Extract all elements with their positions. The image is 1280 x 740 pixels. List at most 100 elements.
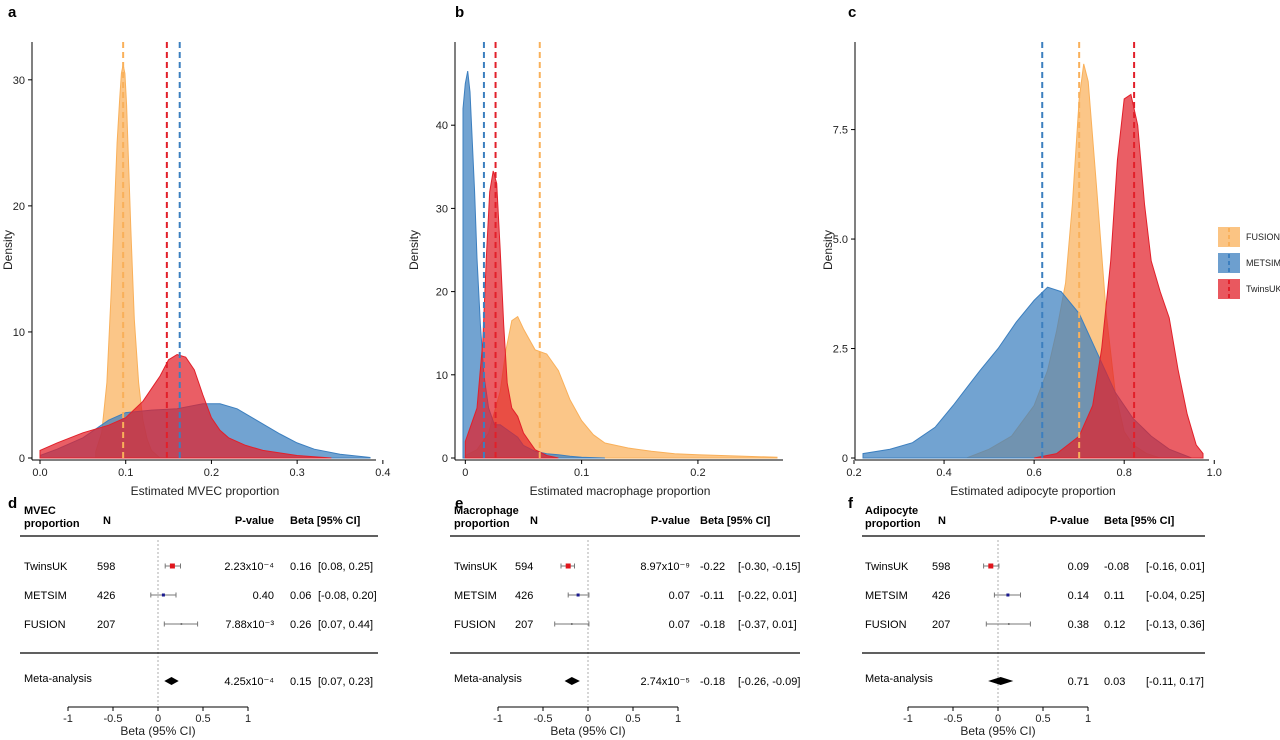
meta-pvalue: 2.74x10⁻⁵ (640, 676, 690, 688)
row-study: METSIM (454, 590, 497, 602)
row-study: FUSION (865, 619, 907, 631)
x-tick-label: 0.6 (1026, 467, 1041, 479)
header-col1-line: proportion (865, 518, 921, 530)
header-beta: Beta [95% CI] (1104, 515, 1175, 527)
x-tick-label: 0 (462, 467, 468, 479)
point-estimate (565, 563, 571, 569)
meta-ci: [-0.26, -0.09] (738, 676, 800, 688)
meta-pvalue: 0.71 (1068, 676, 1089, 688)
forest-x-tick-label: 0.5 (625, 713, 640, 725)
forest-x-tick-label: 0.5 (1035, 713, 1050, 725)
row-n: 207 (97, 619, 115, 631)
legend-label: FUSION (1246, 232, 1280, 242)
row-ci: [0.07, 0.44] (318, 619, 373, 631)
x-tick-label: 0.4 (936, 467, 951, 479)
legend-label: METSIM (1246, 258, 1280, 268)
row-n: 207 (515, 619, 533, 631)
meta-pvalue: 4.25x10⁻⁴ (224, 676, 274, 688)
forest-x-tick-label: -0.5 (534, 713, 553, 725)
header-n: N (103, 515, 111, 527)
y-tick-label: 0 (442, 453, 448, 465)
row-n: 426 (932, 590, 950, 602)
row-study: FUSION (24, 619, 66, 631)
point-estimate (576, 593, 580, 597)
x-tick-label: 0.0 (32, 467, 47, 479)
x-tick-label: 1.0 (1207, 467, 1222, 479)
x-axis-title: Estimated adipocyte proportion (950, 484, 1115, 498)
forest-x-tick-label: -1 (493, 713, 503, 725)
meta-beta: 0.15 (290, 676, 311, 688)
row-beta: -0.18 (700, 619, 725, 631)
forest-x-tick-label: -0.5 (104, 713, 123, 725)
row-ci: [-0.16, 0.01] (1146, 561, 1205, 573)
forest-x-title: Beta (95% CI) (550, 724, 625, 738)
y-tick-label: 30 (13, 75, 25, 87)
row-pvalue: 2.23x10⁻⁴ (224, 561, 274, 573)
y-tick-label: 10 (436, 370, 448, 382)
meta-ci: [-0.11, 0.17] (1146, 676, 1204, 688)
header-beta: Beta [95% CI] (290, 515, 361, 527)
row-n: 594 (515, 561, 533, 573)
header-col1-line: proportion (454, 518, 510, 530)
density-area-twinsuk (1034, 93, 1204, 459)
forest-x-tick-label: 0.5 (195, 713, 210, 725)
y-axis-title: Density (1, 230, 15, 270)
header-col1-line: Adipocyte (865, 505, 918, 517)
row-pvalue: 0.14 (1068, 590, 1089, 602)
y-tick-label: 20 (13, 201, 25, 213)
density-area-twinsuk (464, 170, 559, 459)
header-col1-line: MVEC (24, 505, 56, 517)
row-pvalue: 0.07 (669, 590, 690, 602)
meta-study: Meta-analysis (454, 673, 522, 685)
point-estimate (180, 623, 183, 625)
x-tick-label: 0.1 (118, 467, 133, 479)
row-n: 207 (932, 619, 950, 631)
meta-diamond (164, 677, 179, 685)
header-pvalue: P-value (1050, 515, 1089, 527)
y-tick-label: 5.0 (833, 234, 848, 246)
row-study: TwinsUK (24, 561, 68, 573)
row-beta: -0.08 (1104, 561, 1129, 573)
point-estimate (1006, 593, 1010, 597)
meta-study: Meta-analysis (24, 673, 92, 685)
panel-letter: c (848, 4, 856, 21)
density-panel-b: b 0 0.1 0.2 0 10 20 30 40 Estimated macrophage pr… (407, 4, 783, 498)
x-axis-title: Estimated MVEC proportion (131, 484, 280, 498)
row-beta: 0.11 (1104, 590, 1125, 602)
meta-diamond (988, 677, 1014, 685)
row-pvalue: 0.38 (1068, 619, 1089, 631)
point-estimate (161, 593, 165, 597)
legend: FUSION METSIM TwinsUK (1218, 227, 1280, 299)
row-n: 598 (932, 561, 950, 573)
x-tick-label: 0.2 (204, 467, 219, 479)
row-pvalue: 7.88x10⁻³ (225, 619, 274, 631)
y-tick-label: 2.5 (833, 344, 848, 356)
row-study: METSIM (865, 590, 908, 602)
row-n: 598 (97, 561, 115, 573)
forest-x-title: Beta (95% CI) (120, 724, 195, 738)
panel-letter: b (455, 4, 464, 21)
legend-label: TwinsUK (1246, 284, 1280, 294)
header-n: N (530, 515, 538, 527)
meta-study: Meta-analysis (865, 673, 933, 685)
density-area-twinsuk (39, 354, 332, 459)
row-beta: -0.22 (700, 561, 725, 573)
x-tick-label: 0.3 (289, 467, 304, 479)
y-tick-label: 40 (436, 120, 448, 132)
point-estimate (988, 563, 994, 569)
forest-x-tick-label: 1 (675, 713, 681, 725)
y-tick-label: 0 (842, 453, 848, 465)
forest-x-tick-label: 0 (585, 713, 591, 725)
y-tick-label: 20 (436, 287, 448, 299)
header-beta: Beta [95% CI] (700, 515, 771, 527)
row-beta: 0.12 (1104, 619, 1125, 631)
row-ci: [-0.04, 0.25] (1146, 590, 1205, 602)
row-pvalue: 0.07 (669, 619, 690, 631)
header-col1-line: Macrophage (454, 505, 519, 517)
forest-x-tick-label: -1 (903, 713, 913, 725)
y-tick-label: 7.5 (833, 125, 848, 137)
point-estimate (1008, 623, 1010, 625)
